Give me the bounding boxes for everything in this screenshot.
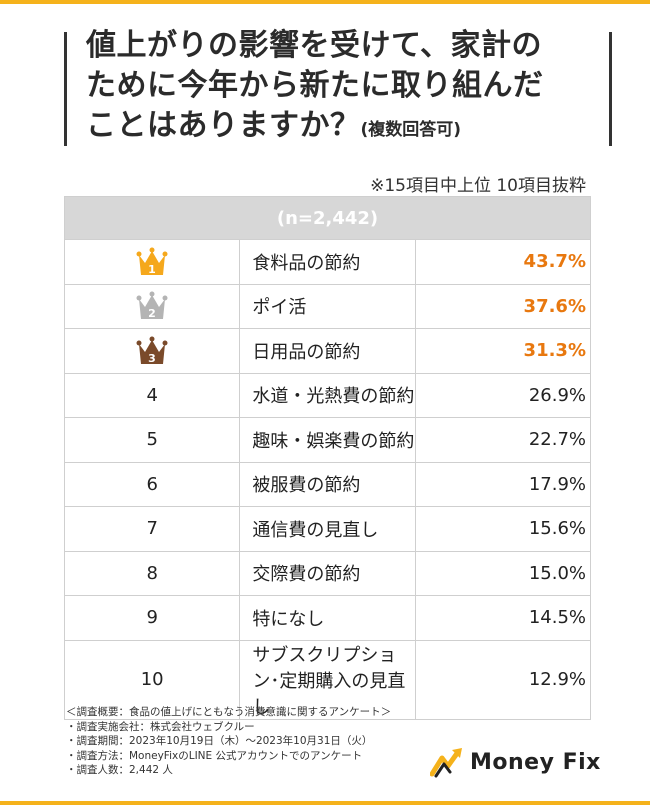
table-row: 9 特になし 14.5%: [63, 595, 592, 641]
table-row: 10 サブスクリプション･定期購入の見直し 12.9%: [63, 639, 592, 720]
title-block: 値上がりの影響を受けて、家計の ために今年から新たに取り組んだ ことはありますか…: [64, 26, 612, 150]
survey-footnotes: ＜調査概要：食品の値上げにともなう消費意識に関するアンケート＞ ・調査実施会社：…: [66, 705, 391, 778]
title-bracket-left: [64, 32, 67, 146]
item-label: サブスクリプション･定期購入の見直し: [239, 639, 416, 720]
rank-number: 10: [63, 639, 241, 720]
footnote-line: ・調査実施会社：株式会社ウェブクルー: [66, 720, 255, 733]
item-label: 通信費の見直し: [239, 506, 416, 552]
percentage-value: 15.0%: [414, 550, 592, 596]
percentage-value: 12.9%: [414, 639, 592, 720]
table-row: 8 交際費の節約 15.0%: [63, 550, 592, 596]
title-bracket-right: [609, 32, 612, 146]
percentage-value: 31.3%: [414, 328, 592, 374]
page-title: 値上がりの影響を受けて、家計の ために今年から新たに取り組んだ ことはありますか…: [86, 26, 596, 150]
footnote-line: ・調査人数：2,442 人: [66, 764, 173, 776]
table-row: 2 ポイ活 37.6%: [63, 283, 592, 329]
table-row: 5 趣味・娯楽費の節約 22.7%: [63, 417, 592, 463]
rank-number: 1: [148, 263, 156, 276]
sample-size-header: (n=2,442): [64, 196, 591, 240]
rank-cell: 1: [63, 239, 241, 285]
bottom-border: [0, 801, 650, 805]
rank-number: 3: [148, 352, 156, 365]
bronze-crown-icon: 3: [136, 336, 168, 365]
item-label: 交際費の節約: [239, 550, 416, 596]
title-line-1: 値上がりの影響を受けて、家計の: [86, 28, 542, 63]
rank-number: 5: [63, 417, 241, 463]
percentage-value: 43.7%: [414, 239, 592, 285]
rank-number: 8: [63, 550, 241, 596]
title-line-3-text: ことはありますか？: [86, 108, 361, 143]
title-line-2: ために今年から新たに取り組んだ: [86, 68, 544, 103]
table-row: 3 日用品の節約 31.3%: [63, 328, 592, 374]
item-label: 日用品の節約: [239, 328, 416, 374]
logo-text: Money Fix: [470, 749, 601, 775]
item-label: 水道・光熱費の節約: [239, 372, 416, 418]
rank-cell: 3: [63, 328, 241, 374]
title-subnote: (複数回答可): [360, 120, 462, 140]
ranking-table: (n=2,442) 1 食料品の節約 43.7% 2 ポ: [63, 196, 592, 720]
footnote-line: ・調査方法：MoneyFixのLINE 公式アカウントでのアンケート: [66, 749, 363, 762]
table-header-row: (n=2,442): [64, 196, 591, 240]
table-row: 4 水道・光熱費の節約 26.9%: [63, 372, 592, 418]
table-row: 1 食料品の節約 43.7%: [63, 239, 592, 285]
percentage-value: 14.5%: [414, 595, 592, 641]
percentage-value: 22.7%: [414, 417, 592, 463]
title-line-3: ことはありますか？(複数回答可): [86, 106, 596, 150]
footnote-line: ・調査期間：2023年10月19日（木）〜2023年10月31日（火）: [66, 735, 373, 747]
rank-cell: 2: [63, 283, 241, 329]
silver-crown-icon: 2: [136, 291, 168, 320]
rank-number: 9: [63, 595, 241, 641]
rank-number: 6: [63, 461, 241, 507]
moneyfix-logo: Money Fix: [430, 744, 601, 780]
growth-arrow-icon: [430, 748, 462, 778]
percentage-value: 15.6%: [414, 506, 592, 552]
top-border: [0, 0, 650, 4]
percentage-value: 37.6%: [414, 283, 592, 329]
selection-note: ※15項目中上位 10項目抜粋: [370, 176, 586, 196]
percentage-value: 17.9%: [414, 461, 592, 507]
item-label: 特になし: [239, 595, 416, 641]
item-label: 被服費の節約: [239, 461, 416, 507]
table-row: 6 被服費の節約 17.9%: [63, 461, 592, 507]
rank-number: 2: [148, 307, 156, 320]
percentage-value: 26.9%: [414, 372, 592, 418]
table-row: 7 通信費の見直し 15.6%: [63, 506, 592, 552]
item-label: ポイ活: [239, 283, 416, 329]
item-label: 食料品の節約: [239, 239, 416, 285]
gold-crown-icon: 1: [136, 247, 168, 276]
rank-number: 4: [63, 372, 241, 418]
rank-number: 7: [63, 506, 241, 552]
footnote-line: ＜調査概要：食品の値上げにともなう消費意識に関するアンケート＞: [66, 706, 392, 718]
item-label: 趣味・娯楽費の節約: [239, 417, 416, 463]
